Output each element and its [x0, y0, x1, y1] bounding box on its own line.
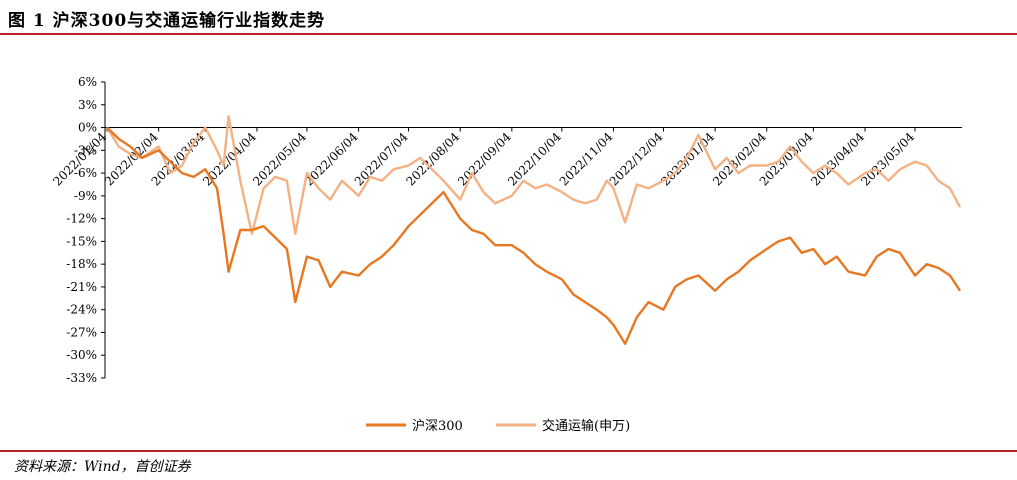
y-tick-label: -27% [66, 325, 97, 339]
top-divider [0, 33, 1017, 35]
x-tick-label: 2022/05/04 [250, 130, 309, 189]
chart-series [105, 114, 962, 345]
series-line-2 [105, 114, 962, 236]
x-tick-label: 2022/10/04 [505, 130, 564, 189]
x-tick-label: 2023/01/04 [658, 130, 717, 189]
source-note: 资料来源：Wind，首创证券 [14, 459, 191, 475]
legend-label-1: 沪深300 [412, 418, 463, 434]
y-tick-label: -6% [74, 166, 97, 180]
x-tick-label: 2022/12/04 [607, 130, 666, 189]
y-tick-label: -33% [66, 371, 97, 385]
y-tick-label: -12% [66, 212, 97, 226]
y-tick-label: 0% [78, 121, 97, 135]
chart-legend: 沪深300 交通运输(申万) [366, 418, 630, 434]
figure-title: 图 1 沪深300与交通运输行业指数走势 [8, 11, 326, 31]
y-tick-label: -30% [66, 348, 97, 362]
y-tick-label: -24% [66, 303, 97, 317]
y-tick-label: -3% [74, 143, 97, 157]
y-tick-label: -15% [66, 234, 97, 248]
y-tick-label: 6% [78, 75, 97, 89]
bottom-divider [0, 450, 1017, 452]
y-tick-label: -21% [66, 280, 97, 294]
x-tick-label: 2022/08/04 [404, 130, 463, 189]
series-line-1 [106, 126, 962, 345]
legend-label-2: 交通运输(申万) [542, 418, 630, 434]
y-tick-label: 3% [78, 98, 97, 112]
y-tick-label: -18% [66, 257, 97, 271]
line-chart: 6% 3% 0% -3% -6% -9% -12% -15% -18% -21% -24% -27% -… [50, 75, 962, 434]
y-axis: 6% 3% 0% -3% -6% -9% -12% -15% -18% -21% -24% -27% -… [66, 75, 106, 385]
y-tick-label: -9% [74, 189, 97, 203]
